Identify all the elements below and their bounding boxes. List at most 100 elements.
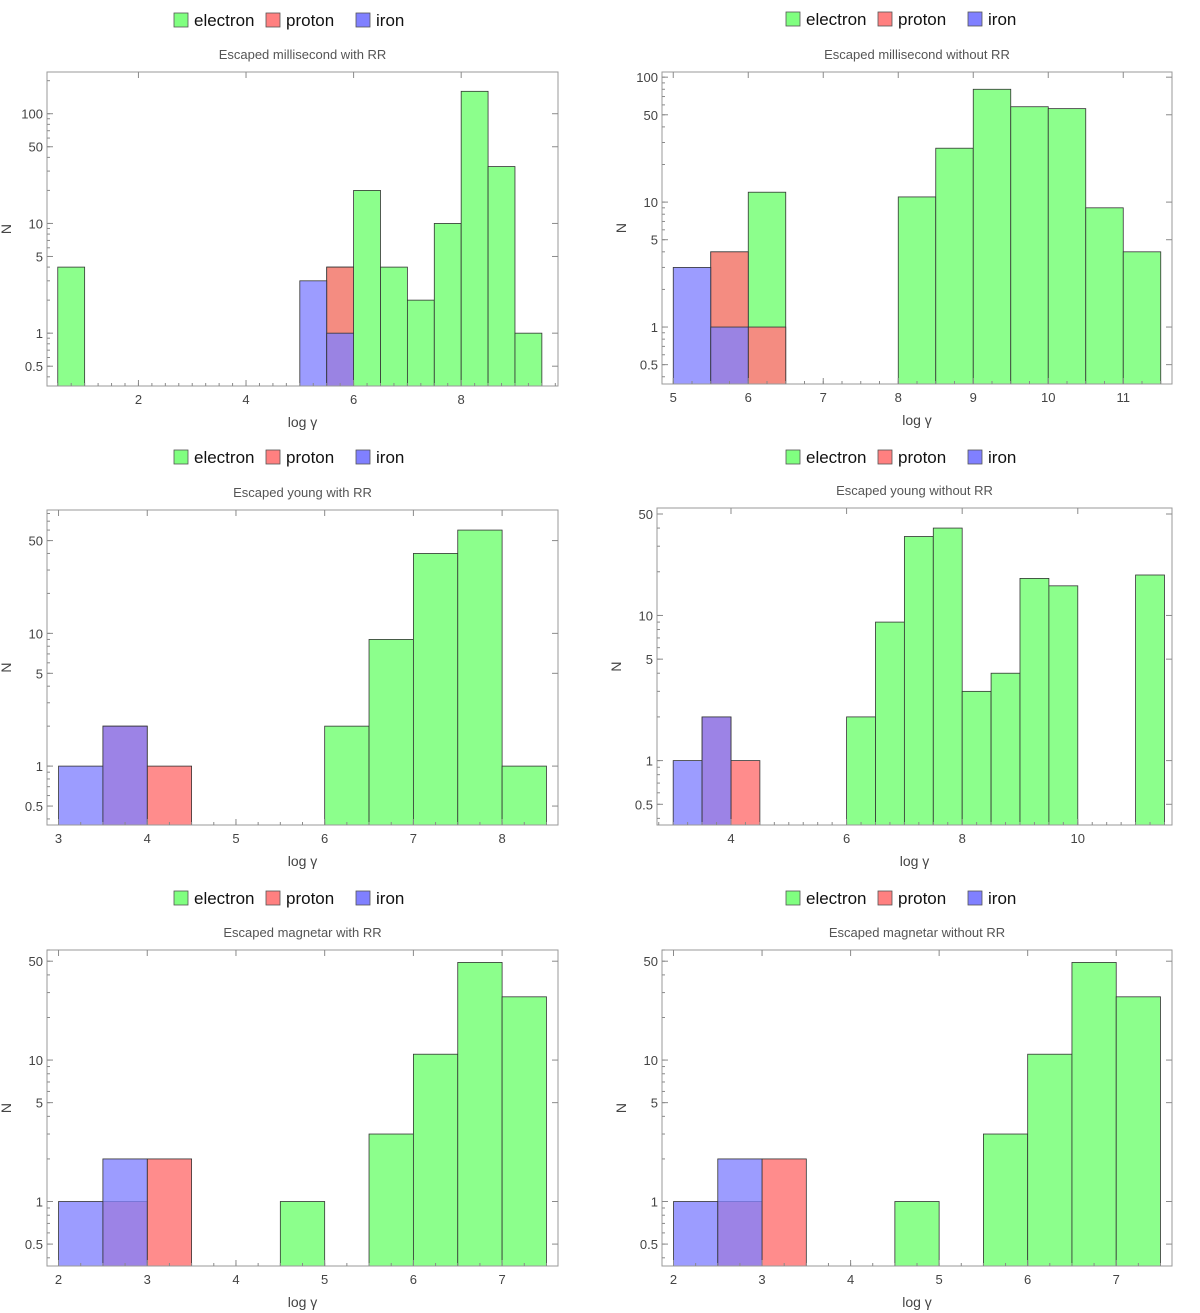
bar-electron-5	[501, 996, 547, 1267]
x-tick-label-1: 3	[55, 831, 62, 846]
legend-label-electron: electron	[194, 448, 254, 467]
bar-electron-1	[894, 1201, 940, 1267]
y-tick-label-2: 1	[36, 759, 43, 774]
y-tick-label-4: 10	[644, 195, 658, 210]
legend-swatch-proton	[877, 11, 893, 27]
x-axis-label: log γ	[902, 1294, 932, 1310]
x-tick-label-4: 6	[321, 831, 328, 846]
chart-panel-4: 4 6 8 10 0.5 1 5 10 50 Escaped young without RR lo…	[608, 448, 1173, 869]
bar-electron-5	[961, 690, 992, 826]
series-electron	[279, 962, 547, 1267]
y-tick-label-5: 50	[29, 954, 43, 969]
bar-electron-5	[501, 765, 547, 826]
y-tick-label-1: 0.5	[25, 359, 43, 374]
legend-label-proton: proton	[898, 10, 946, 29]
y-tick-label-1: 0.5	[25, 1237, 43, 1252]
legend-swatch-iron	[355, 890, 371, 906]
chart-title: Escaped millisecond without RR	[824, 47, 1010, 62]
legend-swatch-electron	[785, 449, 801, 465]
y-tick-label-1: 0.5	[25, 799, 43, 814]
legend-swatch-iron	[967, 890, 983, 906]
legend-label-electron: electron	[194, 11, 254, 30]
x-tick-label-2: 6	[745, 390, 752, 405]
bar-electron-4	[935, 147, 974, 385]
bar-proton-2	[761, 1158, 807, 1267]
y-tick-label-3: 5	[36, 1096, 43, 1111]
y-tick-label-1: 0.5	[640, 358, 658, 373]
chart-panel-1: 2 4 6 8 0.5 1 5 10 50 100 Escaped millisecond with…	[0, 11, 559, 430]
legend-swatch-proton	[877, 890, 893, 906]
x-tick-label-6: 8	[498, 831, 505, 846]
series-electron	[846, 527, 1165, 826]
bar-iron-1	[672, 760, 703, 826]
series-iron	[58, 725, 148, 826]
bar-electron-1	[324, 725, 370, 826]
x-tick-label-2: 3	[758, 1272, 765, 1287]
bar-electron-9	[514, 332, 543, 387]
x-tick-label-2: 6	[843, 831, 850, 846]
x-tick-label-4: 8	[458, 392, 465, 407]
bar-electron-7	[1047, 108, 1087, 385]
bar-iron-1	[58, 1201, 104, 1267]
x-axis-label: log γ	[288, 414, 318, 430]
x-tick-label-6: 10	[1041, 390, 1055, 405]
chart-panel-6: 2 3 4 5 6 7 0.5 1 5 10 50 Escaped magnetar without …	[613, 889, 1173, 1310]
x-tick-label-7: 11	[1117, 390, 1131, 405]
legend-label-proton: proton	[898, 448, 946, 467]
legend-label-electron: electron	[194, 889, 254, 908]
series-iron	[673, 1158, 763, 1267]
legend-swatch-electron	[173, 890, 189, 906]
chart-title: Escaped young without RR	[836, 483, 993, 498]
y-axis-label: N	[613, 1103, 629, 1113]
x-tick-label-3: 5	[232, 831, 239, 846]
bar-electron-6	[433, 223, 462, 387]
bar-electron-1	[57, 266, 86, 387]
y-tick-label-5: 50	[644, 954, 658, 969]
bar-iron-1	[672, 267, 712, 385]
legend-label-iron: iron	[988, 10, 1016, 29]
bar-electron-2	[368, 639, 414, 826]
bar-electron-4	[457, 529, 503, 826]
y-axis-label: N	[613, 223, 629, 233]
legend-swatch-electron	[173, 12, 189, 28]
x-tick-label-1: 2	[670, 1272, 677, 1287]
bar-proton-2	[146, 1158, 193, 1267]
legend-label-proton: proton	[286, 889, 334, 908]
bar-iron-1	[299, 280, 328, 387]
chart-panel-5: 2 3 4 5 6 7 0.5 1 5 10 50 Escaped magnetar with RR l…	[0, 889, 559, 1310]
bar-electron-1	[279, 1201, 326, 1267]
legend-label-proton: proton	[898, 889, 946, 908]
bar-iron-2	[701, 716, 732, 826]
y-tick-label-2: 1	[36, 1195, 43, 1210]
legend-swatch-electron	[173, 449, 189, 465]
y-tick-label-2: 1	[651, 1195, 658, 1210]
bar-iron-2	[102, 1158, 148, 1267]
legend-label-iron: iron	[376, 11, 404, 30]
plot-frame	[46, 71, 559, 387]
x-tick-label-5: 7	[410, 831, 417, 846]
legend-swatch-iron	[967, 449, 983, 465]
legend: electron proton iron	[173, 448, 404, 467]
bar-electron-5	[972, 88, 1012, 385]
bar-electron-8	[487, 166, 516, 387]
legend: electron proton iron	[173, 889, 404, 908]
y-axis-label: N	[608, 661, 624, 671]
bar-iron-2	[326, 332, 354, 387]
legend-swatch-iron	[355, 449, 371, 465]
y-axis-label: N	[0, 1103, 14, 1113]
x-tick-label-5: 6	[1024, 1272, 1031, 1287]
legend-swatch-proton	[265, 449, 281, 465]
y-tick-label-3: 5	[36, 666, 43, 681]
bar-electron-4	[932, 527, 963, 826]
x-tick-label-6: 7	[1113, 1272, 1120, 1287]
legend-label-electron: electron	[806, 10, 866, 29]
bar-electron-6	[1010, 106, 1049, 385]
chart-panel-3: 3 4 5 6 7 8 0.5 1 5 10 50 Escaped young with RR log …	[0, 448, 559, 869]
bar-electron-9	[1135, 574, 1165, 826]
x-tick-label-4: 10	[1071, 831, 1085, 846]
x-tick-label-3: 4	[847, 1272, 854, 1287]
x-axis-label: log γ	[900, 853, 930, 869]
x-tick-label-4: 5	[321, 1272, 328, 1287]
y-tick-label-4: 10	[29, 1053, 43, 1068]
